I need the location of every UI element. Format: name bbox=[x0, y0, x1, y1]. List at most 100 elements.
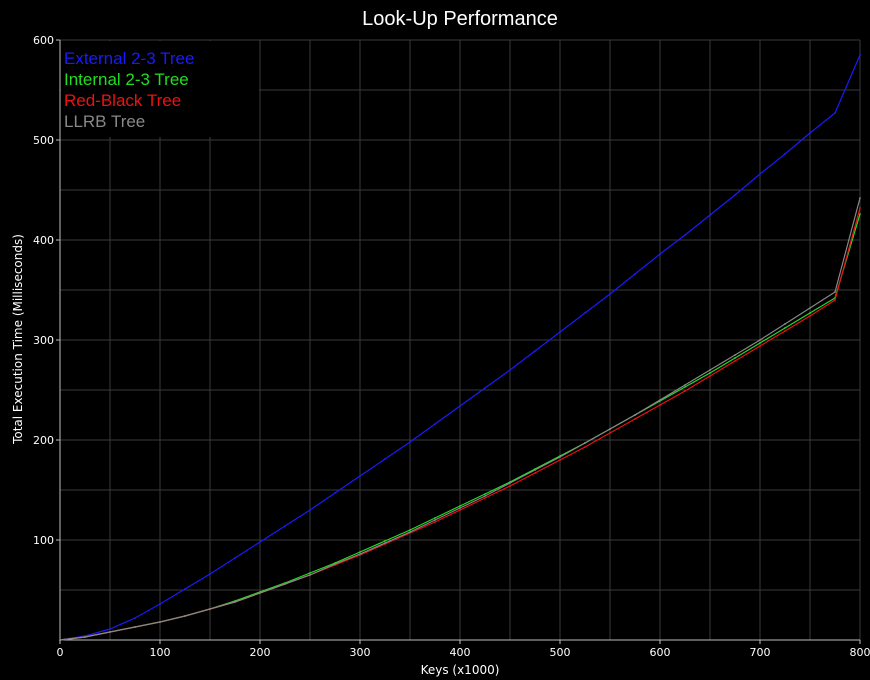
legend: External 2-3 Tree Internal 2-3 Tree Red-Bl… bbox=[61, 41, 259, 137]
data-point bbox=[234, 601, 236, 603]
data-point bbox=[609, 293, 611, 295]
y-tick-label: 200 bbox=[33, 434, 54, 447]
data-point bbox=[334, 563, 336, 565]
data-point bbox=[484, 497, 486, 499]
data-point bbox=[509, 485, 511, 487]
data-point bbox=[359, 551, 361, 553]
x-axis-label: Keys (x1000) bbox=[421, 663, 500, 677]
x-tick-label: 200 bbox=[250, 646, 271, 659]
data-point bbox=[209, 608, 211, 610]
data-point bbox=[234, 557, 236, 559]
x-tick-label: 100 bbox=[150, 646, 171, 659]
y-tick-label: 100 bbox=[33, 534, 54, 547]
data-point bbox=[684, 234, 686, 236]
data-point bbox=[209, 573, 211, 575]
x-tick-label: 0 bbox=[57, 646, 64, 659]
legend-entry: Internal 2-3 Tree bbox=[64, 70, 189, 89]
x-tick-label: 500 bbox=[550, 646, 571, 659]
data-point bbox=[609, 432, 611, 434]
data-point bbox=[759, 173, 761, 175]
data-point bbox=[834, 291, 836, 293]
data-point bbox=[734, 194, 736, 196]
data-point bbox=[409, 441, 411, 443]
data-point bbox=[584, 446, 586, 448]
data-point bbox=[359, 475, 361, 477]
y-tick-label: 600 bbox=[33, 34, 54, 47]
data-point bbox=[359, 553, 361, 555]
data-point bbox=[559, 456, 561, 458]
data-point bbox=[334, 492, 336, 494]
y-axis-ticks: 100 200 300 400 500 600 bbox=[33, 34, 60, 547]
x-tick-label: 400 bbox=[450, 646, 471, 659]
data-point bbox=[809, 307, 811, 309]
chart-title: Look-Up Performance bbox=[362, 8, 558, 30]
data-point bbox=[634, 273, 636, 275]
data-point bbox=[684, 386, 686, 388]
x-tick-label: 700 bbox=[750, 646, 771, 659]
data-point bbox=[559, 459, 561, 461]
x-axis-ticks: 0 100 200 300 400 500 600 700 800 bbox=[57, 640, 870, 659]
data-point bbox=[434, 517, 436, 519]
data-point bbox=[609, 428, 611, 430]
data-point bbox=[634, 418, 636, 420]
grid bbox=[59, 39, 861, 641]
data-point bbox=[784, 153, 786, 155]
data-point bbox=[784, 323, 786, 325]
data-point bbox=[109, 628, 111, 630]
data-point bbox=[459, 507, 461, 509]
data-point bbox=[134, 617, 136, 619]
data-point bbox=[784, 327, 786, 329]
data-point bbox=[834, 112, 836, 114]
data-point bbox=[384, 458, 386, 460]
data-point bbox=[859, 213, 861, 215]
data-point bbox=[434, 521, 436, 523]
data-point bbox=[584, 312, 586, 314]
data-point bbox=[259, 541, 261, 543]
x-tick-label: 600 bbox=[650, 646, 671, 659]
data-point bbox=[384, 540, 386, 542]
data-point bbox=[409, 531, 411, 533]
y-tick-label: 400 bbox=[33, 234, 54, 247]
data-point bbox=[709, 372, 711, 374]
series-llrb-tree bbox=[59, 197, 861, 641]
data-point bbox=[759, 342, 761, 344]
data-point bbox=[484, 387, 486, 389]
data-point bbox=[309, 509, 311, 511]
data-point bbox=[684, 390, 686, 392]
data-point bbox=[659, 399, 661, 401]
data-point bbox=[309, 572, 311, 574]
data-point bbox=[459, 509, 461, 511]
data-point bbox=[784, 330, 786, 332]
data-point bbox=[809, 132, 811, 134]
data-point bbox=[759, 345, 761, 347]
data-point bbox=[809, 315, 811, 317]
data-point bbox=[159, 603, 161, 605]
x-tick-label: 300 bbox=[350, 646, 371, 659]
data-point bbox=[534, 469, 536, 471]
data-point bbox=[434, 423, 436, 425]
data-point bbox=[659, 404, 661, 406]
data-point bbox=[184, 588, 186, 590]
data-point bbox=[834, 299, 836, 301]
data-point bbox=[734, 354, 736, 356]
legend-background bbox=[61, 41, 259, 137]
data-point bbox=[159, 621, 161, 623]
data-point bbox=[559, 331, 561, 333]
data-point bbox=[859, 54, 861, 56]
data-point bbox=[859, 197, 861, 199]
data-point bbox=[484, 493, 486, 495]
data-point bbox=[659, 253, 661, 255]
data-point bbox=[134, 626, 136, 628]
data-point bbox=[184, 615, 186, 617]
y-tick-label: 300 bbox=[33, 334, 54, 347]
data-point bbox=[634, 414, 636, 416]
legend-entry: LLRB Tree bbox=[64, 112, 145, 131]
data-point bbox=[259, 592, 261, 594]
data-point bbox=[709, 375, 711, 377]
y-tick-label: 500 bbox=[33, 134, 54, 147]
legend-entry: Red-Black Tree bbox=[64, 91, 181, 110]
data-point bbox=[309, 574, 311, 576]
data-point bbox=[84, 636, 86, 638]
data-point bbox=[434, 519, 436, 521]
